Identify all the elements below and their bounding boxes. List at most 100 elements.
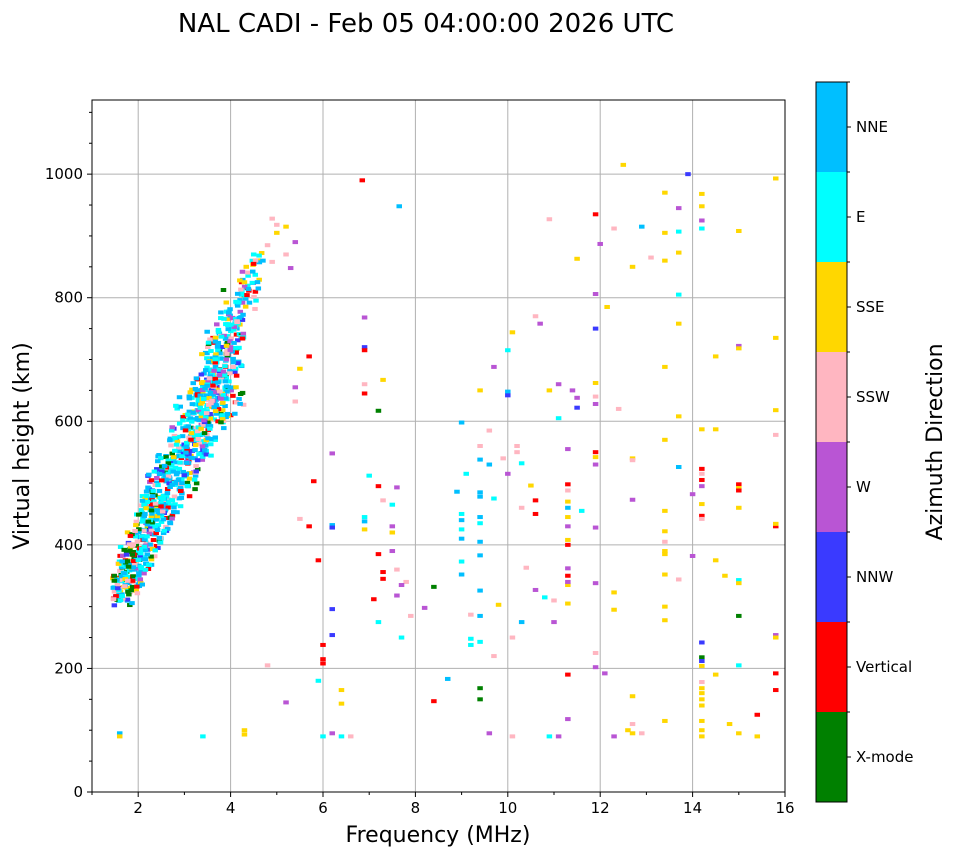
echo-mark <box>218 420 224 425</box>
echo-mark <box>283 224 289 229</box>
echo-mark <box>662 549 668 554</box>
echo-mark <box>592 665 599 670</box>
data-marks <box>110 162 779 739</box>
echo-mark <box>187 390 194 395</box>
echo-mark <box>130 559 137 564</box>
echo-mark <box>139 519 146 524</box>
echo-mark <box>148 478 155 483</box>
colorbar-tick-label: E <box>856 208 865 226</box>
echo-mark <box>113 594 119 599</box>
echo-mark <box>239 289 245 294</box>
echo-mark <box>132 528 138 533</box>
echo-mark <box>223 300 230 305</box>
echo-mark <box>200 422 206 427</box>
echo-mark <box>158 456 164 461</box>
echo-mark <box>394 593 400 598</box>
echo-mark <box>152 483 159 488</box>
echo-mark <box>207 426 213 431</box>
echo-mark <box>243 264 249 269</box>
echo-mark <box>227 339 233 344</box>
colorbar: X-mode Vertical NNW W SSW SSE E NNE <box>815 81 913 803</box>
echo-mark <box>124 597 131 602</box>
echo-mark <box>505 471 511 476</box>
echo-mark <box>227 371 233 376</box>
echo-mark <box>551 620 557 625</box>
echo-mark <box>230 356 236 361</box>
echo-mark <box>555 416 562 421</box>
echo-mark <box>240 402 247 407</box>
echo-mark <box>137 577 144 582</box>
x-tick-label: 14 <box>683 799 702 817</box>
echo-mark <box>240 277 246 282</box>
echo-mark <box>175 477 182 482</box>
echo-mark <box>174 406 180 411</box>
echo-mark <box>168 443 174 448</box>
echo-mark <box>123 562 129 567</box>
echo-mark <box>219 344 226 349</box>
echo-mark <box>172 465 179 470</box>
echo-mark <box>389 524 396 529</box>
echo-mark <box>224 351 230 356</box>
echo-mark <box>245 287 252 292</box>
echo-mark <box>311 479 317 484</box>
echo-mark <box>144 493 150 498</box>
echo-mark <box>250 252 257 257</box>
colorbar-segment <box>816 352 847 442</box>
echo-mark <box>215 380 221 385</box>
echo-mark <box>177 460 183 465</box>
echo-mark <box>699 191 705 196</box>
echo-mark <box>773 524 779 529</box>
echo-mark <box>214 387 220 392</box>
echo-mark <box>154 517 160 522</box>
echo-mark <box>205 419 211 424</box>
echo-mark <box>237 401 243 406</box>
echo-mark <box>712 672 719 677</box>
echo-mark <box>361 519 368 524</box>
echo-mark <box>662 508 668 513</box>
echo-mark <box>223 415 229 420</box>
echo-mark <box>189 402 196 407</box>
echo-mark <box>662 552 668 557</box>
echo-mark <box>126 592 132 597</box>
echo-mark <box>518 461 525 466</box>
echo-mark <box>736 505 742 510</box>
echo-mark <box>195 408 202 413</box>
echo-mark <box>611 226 617 231</box>
echo-mark <box>477 686 483 691</box>
echo-mark <box>396 204 402 209</box>
echo-mark <box>232 370 238 375</box>
echo-mark <box>217 389 223 394</box>
echo-mark <box>193 469 199 474</box>
echo-mark <box>523 565 530 570</box>
echo-mark <box>173 442 180 447</box>
echo-mark <box>233 332 240 337</box>
echo-mark <box>518 505 525 510</box>
echo-mark <box>125 578 131 583</box>
echo-mark <box>148 528 155 533</box>
echo-mark <box>219 416 226 421</box>
echo-mark <box>195 425 202 430</box>
echo-mark <box>144 524 151 529</box>
echo-mark <box>152 501 159 506</box>
echo-mark <box>154 504 160 509</box>
echo-mark <box>148 554 154 559</box>
echo-mark <box>207 384 213 389</box>
echo-mark <box>675 465 682 470</box>
echo-mark <box>190 433 196 438</box>
echo-mark <box>235 338 241 343</box>
echo-mark <box>157 540 164 545</box>
echo-mark <box>176 421 183 426</box>
echo-mark <box>116 588 122 593</box>
echo-mark <box>160 497 166 502</box>
echo-mark <box>224 389 230 394</box>
echo-mark <box>699 686 705 691</box>
echo-mark <box>389 502 396 507</box>
echo-mark <box>143 561 149 566</box>
echo-mark <box>255 286 262 291</box>
echo-mark <box>773 335 779 340</box>
echo-mark <box>699 218 705 223</box>
echo-mark <box>604 304 610 309</box>
x-tick-label: 4 <box>226 799 236 817</box>
echo-mark <box>215 327 222 332</box>
echo-mark <box>180 418 186 423</box>
